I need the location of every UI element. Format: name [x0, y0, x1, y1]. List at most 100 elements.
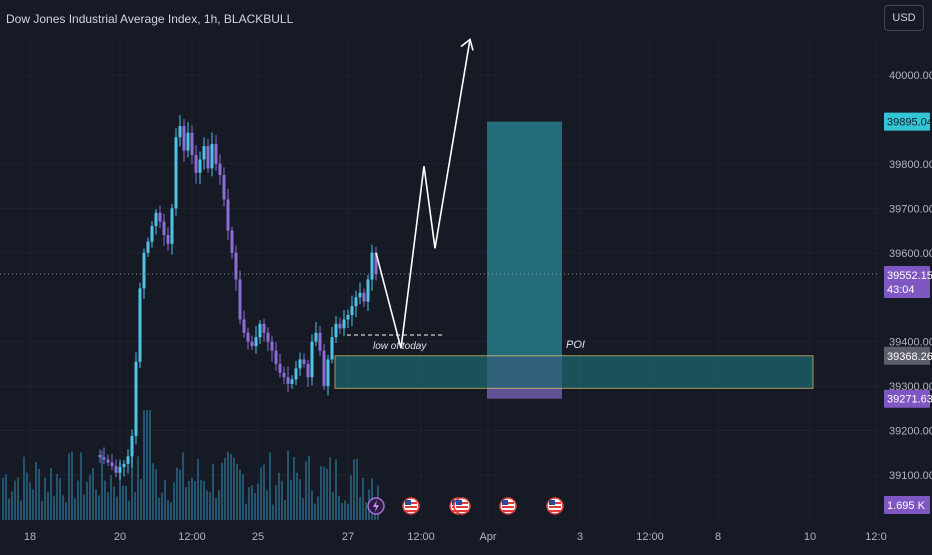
volume-bar — [113, 486, 115, 520]
x-axis-tick-label: Apr — [479, 531, 496, 543]
candle-body — [162, 221, 166, 235]
candle-body — [242, 319, 246, 333]
flag-stripe — [456, 506, 468, 508]
candle-body — [326, 359, 330, 387]
volume-bar — [158, 497, 160, 520]
volume-bar — [281, 480, 283, 520]
volume-bar — [287, 450, 289, 520]
volume-bar — [362, 477, 364, 520]
us-flag-icon[interactable] — [402, 497, 420, 515]
currency-button[interactable]: USD — [884, 5, 924, 31]
volume-bar — [323, 466, 325, 520]
volume-bar — [149, 410, 151, 520]
volume-bar — [137, 456, 139, 520]
volume-bar — [65, 502, 67, 520]
volume-bar — [2, 478, 4, 520]
volume-bar — [224, 457, 226, 520]
candle-body — [186, 132, 190, 151]
price-badge — [884, 389, 930, 408]
volume-bar — [236, 463, 238, 520]
volume-bar — [32, 489, 34, 520]
volume-bar — [254, 493, 256, 520]
volume-bar — [83, 494, 85, 520]
volume-bar — [317, 496, 319, 520]
candle-body — [130, 435, 134, 457]
x-axis-tick-label: 12:0 — [865, 531, 886, 543]
volume-bar — [338, 495, 340, 520]
volume-bar — [191, 477, 193, 520]
candle-body — [294, 368, 298, 380]
candle-body — [370, 252, 374, 280]
y-axis-tick-label: 40000.00 — [889, 70, 932, 82]
candle-body — [142, 252, 146, 289]
candle-body — [118, 467, 122, 473]
volume-bar — [122, 485, 124, 520]
candle-body — [266, 332, 270, 342]
x-axis-tick-label: 18 — [24, 531, 36, 543]
us-flag-icon[interactable] — [453, 497, 471, 515]
volume-bar — [182, 452, 184, 520]
candle-body — [106, 459, 110, 463]
candle-body — [322, 350, 326, 387]
forecast-path[interactable] — [375, 39, 471, 349]
volume-bar — [341, 502, 343, 520]
volume-bar — [248, 487, 250, 520]
candle-body — [270, 341, 274, 351]
candle-body — [346, 315, 350, 320]
price-badge-label: 39368.26 — [887, 351, 932, 363]
volume-bar — [284, 500, 286, 520]
volume-bar — [320, 466, 322, 520]
volume-bar — [35, 462, 37, 520]
volume-bar — [146, 410, 148, 520]
target-box[interactable] — [487, 121, 562, 356]
volume-bar — [305, 461, 307, 520]
flag-canton — [456, 500, 462, 505]
volume-bar — [80, 452, 82, 520]
candle-body — [178, 126, 182, 138]
candle-body — [246, 332, 250, 342]
candle-body — [314, 332, 318, 342]
candle-body — [202, 146, 206, 160]
volume-bar — [20, 500, 22, 520]
volume-bar — [308, 455, 310, 520]
flag-stripe — [549, 510, 561, 512]
candle-body — [150, 226, 154, 242]
y-axis-tick-label: 39100.00 — [889, 470, 932, 482]
us-flag-icon[interactable] — [499, 497, 517, 515]
y-axis-tick-label: 39800.00 — [889, 159, 932, 171]
volume-bar — [242, 474, 244, 520]
poi-zone[interactable] — [334, 355, 814, 389]
volume-bar — [161, 492, 163, 520]
volume-bar — [95, 489, 97, 520]
volume-bar — [197, 458, 199, 520]
candle-body — [98, 455, 102, 458]
x-axis-tick-label: 12:00 — [636, 531, 664, 543]
us-flag-icon[interactable] — [546, 497, 564, 515]
candle-body — [230, 230, 234, 253]
volume-bar — [365, 502, 367, 520]
candle-body — [282, 372, 286, 378]
volume-bar — [212, 464, 214, 520]
lightning-event-icon[interactable] — [367, 497, 385, 515]
price-badge-label: 1.695 K — [887, 500, 926, 512]
x-axis-tick-label: 27 — [342, 531, 354, 543]
price-badge — [884, 112, 930, 131]
candle-body — [122, 463, 126, 467]
flag-stripe — [405, 510, 417, 512]
x-axis-tick-label: 20 — [114, 531, 126, 543]
flag-canton — [502, 500, 508, 505]
volume-bar — [173, 482, 175, 520]
volume-bar — [140, 479, 142, 520]
price-badge — [884, 346, 930, 365]
volume-bar — [167, 500, 169, 520]
volume-bar — [11, 491, 13, 520]
price-badge — [884, 266, 930, 299]
candle-body — [274, 350, 278, 364]
candle-body — [146, 241, 150, 253]
volume-bar — [125, 485, 127, 520]
volume-bar — [89, 474, 91, 520]
volume-bar — [251, 485, 253, 520]
volume-bar — [26, 472, 28, 520]
